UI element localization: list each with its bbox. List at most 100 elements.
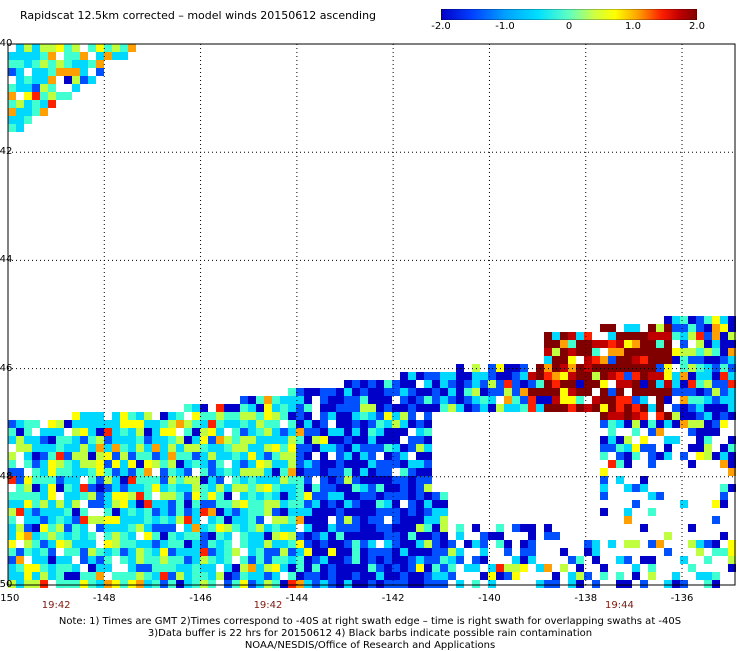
swath-cell bbox=[616, 340, 624, 348]
swath-cell bbox=[304, 412, 312, 420]
swath-cell bbox=[600, 564, 608, 572]
swath-cell bbox=[80, 68, 88, 76]
swath-cell bbox=[96, 44, 104, 52]
swath-cell bbox=[560, 372, 568, 380]
swath-cell bbox=[624, 444, 632, 452]
swath-cell bbox=[360, 396, 368, 404]
swath-cell bbox=[176, 420, 184, 428]
swath-cell bbox=[32, 500, 40, 508]
swath-cell bbox=[664, 388, 672, 396]
swath-cell bbox=[176, 500, 184, 508]
swath-cell bbox=[624, 460, 632, 468]
swath-cell bbox=[128, 428, 136, 436]
swath-cell bbox=[320, 484, 328, 492]
swath-cell bbox=[320, 572, 328, 580]
swath-cell bbox=[464, 404, 472, 412]
swath-cell bbox=[368, 540, 376, 548]
swath-cell bbox=[104, 52, 112, 60]
swath-cell bbox=[40, 92, 48, 100]
swath-cell bbox=[80, 52, 88, 60]
swath-cell bbox=[656, 396, 664, 404]
swath-cell bbox=[688, 332, 696, 340]
swath-cell bbox=[552, 396, 560, 404]
swath-cell bbox=[48, 516, 56, 524]
swath-cell bbox=[376, 436, 384, 444]
swath-cell bbox=[424, 556, 432, 564]
swath-cell bbox=[568, 340, 576, 348]
swath-cell bbox=[328, 460, 336, 468]
swath-cell bbox=[248, 556, 256, 564]
swath-cell bbox=[600, 412, 608, 420]
swath-cell bbox=[424, 540, 432, 548]
swath-cell bbox=[568, 332, 576, 340]
swath-cell bbox=[368, 516, 376, 524]
swath-cell bbox=[608, 540, 616, 548]
swath-cell bbox=[696, 412, 704, 420]
swath-cell bbox=[112, 468, 120, 476]
swath-cell bbox=[328, 508, 336, 516]
swath-cell bbox=[352, 428, 360, 436]
swath-cell bbox=[344, 572, 352, 580]
swath-cell bbox=[528, 372, 536, 380]
swath-cell bbox=[488, 380, 496, 388]
swath-cell bbox=[640, 404, 648, 412]
swath-cell bbox=[400, 564, 408, 572]
swath-cell bbox=[576, 572, 584, 580]
swath-cell bbox=[384, 444, 392, 452]
swath-cell bbox=[72, 548, 80, 556]
swath-cell bbox=[192, 436, 200, 444]
swath-cell bbox=[8, 476, 16, 484]
swath-cell bbox=[544, 388, 552, 396]
swath-cell bbox=[480, 540, 488, 548]
swath-cell bbox=[616, 332, 624, 340]
swath-cell bbox=[688, 420, 696, 428]
swath-cell bbox=[384, 380, 392, 388]
swath-cell bbox=[616, 580, 624, 588]
swath-cell bbox=[88, 572, 96, 580]
swath-cell bbox=[568, 348, 576, 356]
swath-cell bbox=[624, 580, 632, 588]
swath-cell bbox=[360, 556, 368, 564]
swath-cell bbox=[104, 556, 112, 564]
swath-cell bbox=[160, 484, 168, 492]
swath-cell bbox=[632, 356, 640, 364]
swath-cell bbox=[160, 524, 168, 532]
swath-cell bbox=[408, 484, 416, 492]
swath-cell bbox=[656, 380, 664, 388]
swath-cell bbox=[688, 364, 696, 372]
swath-cell bbox=[168, 540, 176, 548]
swath-cell bbox=[256, 532, 264, 540]
swath-cell bbox=[304, 516, 312, 524]
swath-cell bbox=[424, 476, 432, 484]
swath-cell bbox=[672, 420, 680, 428]
swath-cell bbox=[424, 580, 432, 588]
swath-cell bbox=[112, 428, 120, 436]
swath-cell bbox=[392, 572, 400, 580]
swath-cell bbox=[352, 564, 360, 572]
swath-cell bbox=[96, 500, 104, 508]
swath-cell bbox=[288, 468, 296, 476]
swath-cell bbox=[704, 356, 712, 364]
swath-cell bbox=[272, 444, 280, 452]
swath-cell bbox=[176, 556, 184, 564]
swath-cell bbox=[112, 572, 120, 580]
swath-cell bbox=[424, 452, 432, 460]
swath-cell bbox=[424, 572, 432, 580]
swath-cell bbox=[232, 460, 240, 468]
swath-cell bbox=[296, 412, 304, 420]
swath-cell bbox=[656, 356, 664, 364]
swath-cell bbox=[104, 452, 112, 460]
swath-cell bbox=[48, 52, 56, 60]
swath-cell bbox=[592, 580, 600, 588]
swath-cell bbox=[296, 468, 304, 476]
swath-cell bbox=[48, 76, 56, 84]
swath-cell bbox=[176, 452, 184, 460]
swath-cell bbox=[120, 436, 128, 444]
swath-cell bbox=[400, 572, 408, 580]
swath-cell bbox=[592, 356, 600, 364]
swath-cell bbox=[168, 500, 176, 508]
swath-cell bbox=[80, 436, 88, 444]
swath-cell bbox=[208, 428, 216, 436]
swath-cell bbox=[232, 580, 240, 588]
swath-cell bbox=[360, 476, 368, 484]
